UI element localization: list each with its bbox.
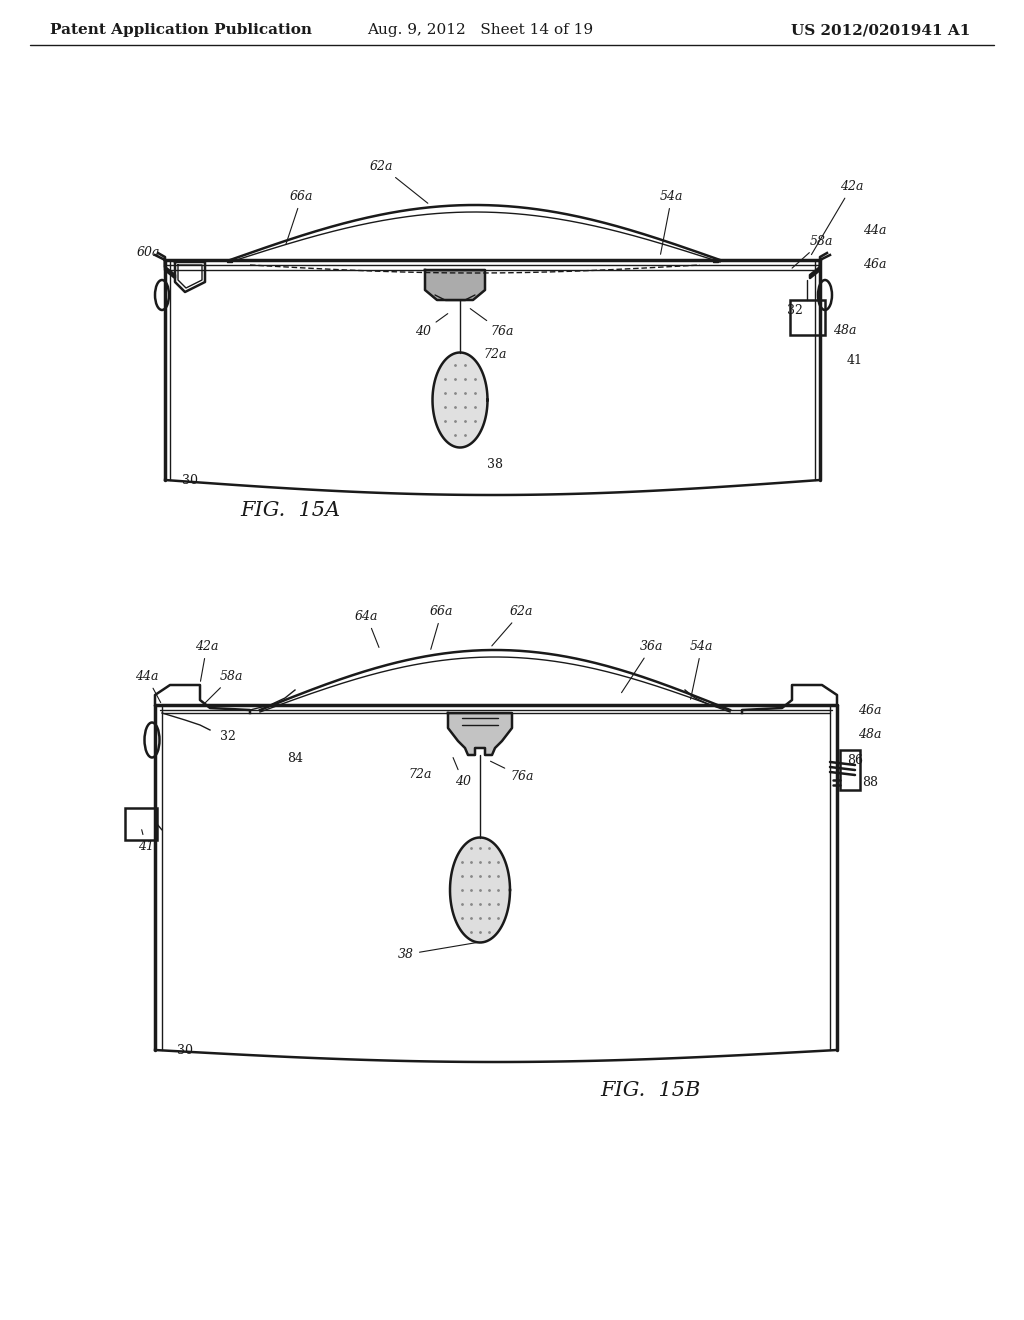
Text: 72a: 72a <box>483 348 507 362</box>
Text: US 2012/0201941 A1: US 2012/0201941 A1 <box>791 22 970 37</box>
Text: 58a: 58a <box>202 671 244 706</box>
Text: FIG.  15B: FIG. 15B <box>600 1081 700 1100</box>
Text: 46a: 46a <box>863 259 887 272</box>
Text: 60a: 60a <box>136 247 160 260</box>
Text: FIG.  15A: FIG. 15A <box>240 500 340 520</box>
Text: 44a: 44a <box>863 223 887 236</box>
Text: 38: 38 <box>487 458 503 471</box>
Text: 66a: 66a <box>286 190 313 244</box>
Text: 76a: 76a <box>490 762 534 783</box>
Polygon shape <box>450 837 510 942</box>
Text: 84: 84 <box>287 751 303 764</box>
Text: 41: 41 <box>847 354 863 367</box>
Bar <box>790 300 825 335</box>
Text: 36a: 36a <box>622 640 664 693</box>
Text: 41: 41 <box>138 830 154 853</box>
Text: 42a: 42a <box>811 180 863 255</box>
Text: 66a: 66a <box>430 605 454 649</box>
Bar <box>840 750 860 789</box>
Text: 54a: 54a <box>690 640 714 700</box>
Text: 62a: 62a <box>370 160 428 203</box>
Text: 54a: 54a <box>660 190 683 255</box>
Text: Patent Application Publication: Patent Application Publication <box>50 22 312 37</box>
Text: 32: 32 <box>220 730 236 743</box>
Text: Aug. 9, 2012   Sheet 14 of 19: Aug. 9, 2012 Sheet 14 of 19 <box>367 22 593 37</box>
Text: 42a: 42a <box>195 640 218 681</box>
Polygon shape <box>432 352 487 447</box>
Text: 88: 88 <box>862 776 878 789</box>
Text: 30: 30 <box>182 474 198 487</box>
Text: 48a: 48a <box>834 323 857 337</box>
Text: 64a: 64a <box>355 610 379 647</box>
Text: 58a: 58a <box>793 235 834 268</box>
Text: 46a: 46a <box>858 704 882 717</box>
Text: 86: 86 <box>847 754 863 767</box>
Text: 40: 40 <box>453 758 471 788</box>
Text: 38: 38 <box>398 942 477 961</box>
Text: 62a: 62a <box>492 605 534 645</box>
Text: 72a: 72a <box>409 768 432 781</box>
Text: 76a: 76a <box>470 309 513 338</box>
Polygon shape <box>449 713 512 755</box>
Text: 48a: 48a <box>858 729 882 742</box>
Text: 40: 40 <box>415 314 447 338</box>
Bar <box>125 808 157 840</box>
Polygon shape <box>425 271 485 300</box>
Text: 30: 30 <box>177 1044 193 1056</box>
Text: 32: 32 <box>787 304 803 317</box>
Text: 44a: 44a <box>135 671 161 702</box>
